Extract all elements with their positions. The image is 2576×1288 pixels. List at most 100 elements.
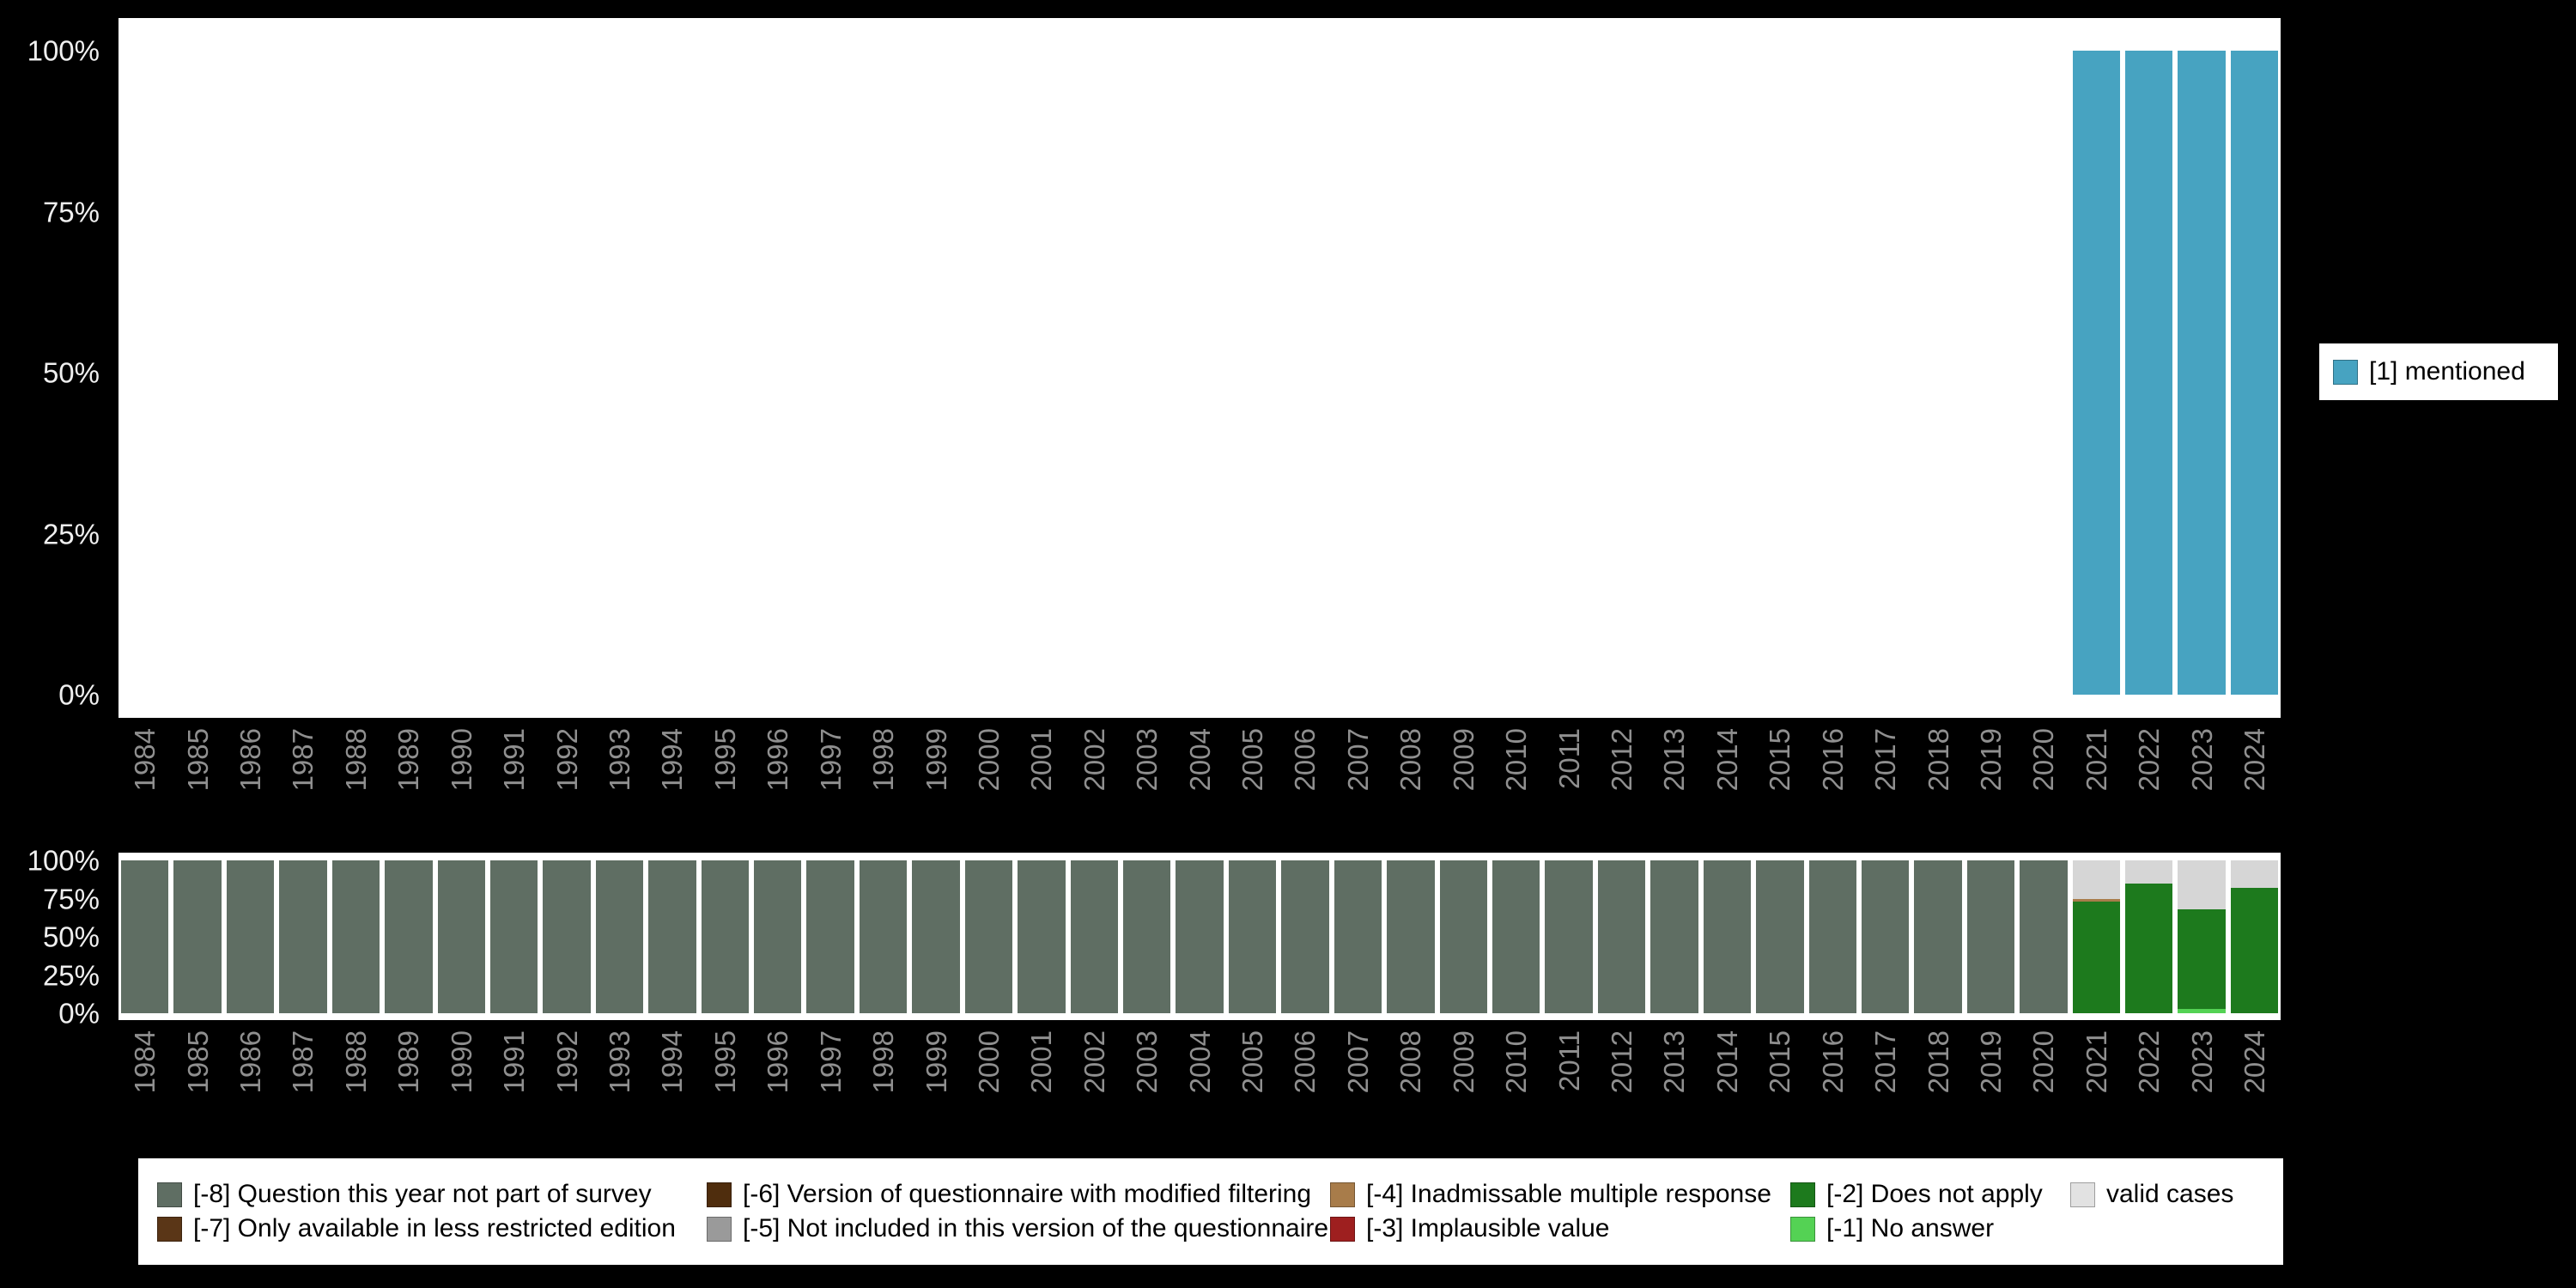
bar-slot [646, 51, 698, 695]
stacked-bar [1966, 860, 2015, 1013]
stacked-bar-slot [1173, 860, 1225, 1013]
x-axis-year-label: 2005 [1236, 728, 1269, 792]
x-axis-year-label: 2017 [1869, 728, 1902, 792]
bar-slot [1648, 51, 1700, 695]
x-axis-year-label: 2003 [1131, 728, 1163, 792]
x-axis-year-label: 1996 [762, 1030, 794, 1094]
x-axis-year-label: 2014 [1710, 728, 1743, 792]
y-axis-tick-label: 25% [42, 959, 100, 991]
mentioned-legend-label: [1] mentioned [2369, 357, 2525, 386]
bar-slot [1332, 51, 1384, 695]
stack-segment [1387, 860, 1435, 1013]
legend-item: [-1] No answer [1790, 1214, 2070, 1243]
x-axis-year-label: 1992 [550, 1030, 583, 1094]
stacked-bar [121, 860, 169, 1013]
stack-segment [2072, 902, 2121, 1013]
stacked-bar-slot [1753, 860, 1806, 1013]
bar-slot [1859, 51, 1911, 695]
stacked-bar [912, 860, 960, 1013]
stacked-bar [226, 860, 275, 1013]
x-axis-year-label: 2023 [2185, 1030, 2218, 1094]
x-axis-year-label: 2006 [1289, 1030, 1321, 1094]
stacked-bar-slot [2017, 860, 2069, 1013]
stacked-bar-slot [1121, 860, 1173, 1013]
stacked-bar [1808, 860, 1856, 1013]
stack-segment [226, 860, 275, 1013]
stacked-bar-slot [1807, 860, 1859, 1013]
bar-slot [751, 51, 804, 695]
stacked-bar-slot [330, 860, 382, 1013]
top-chart-bars [118, 51, 2281, 695]
x-axis-year-label: 1986 [234, 728, 267, 792]
x-axis-year-label: 2002 [1078, 728, 1110, 792]
x-axis-year-label: 2008 [1394, 1030, 1427, 1094]
legend-label: valid cases [2106, 1180, 2234, 1208]
stacked-bar-slot [1542, 860, 1595, 1013]
x-axis-year-label: 1995 [708, 1030, 741, 1094]
stacked-bar-slot [171, 860, 223, 1013]
legend-item: [-7] Only available in less restricted e… [157, 1214, 707, 1243]
x-axis-year-label: 1993 [604, 728, 635, 792]
stacked-bar-slot [857, 860, 909, 1013]
stack-segment [2072, 860, 2121, 899]
stacked-bar [1281, 860, 1329, 1013]
bar-slot [2123, 51, 2175, 695]
stack-segment [1808, 860, 1856, 1013]
stacked-bar [437, 860, 485, 1013]
x-axis-year-label: 2024 [2239, 1030, 2271, 1094]
stacked-bar [543, 860, 591, 1013]
x-axis-year-label: 2000 [972, 1030, 1005, 1094]
x-axis-year-label: 1994 [656, 728, 689, 792]
x-axis-year-label: 2013 [1658, 1030, 1691, 1094]
y-axis-tick-label: 100% [27, 34, 100, 67]
x-axis-year-label: 1988 [339, 1030, 372, 1094]
stack-segment [1914, 860, 1962, 1013]
stack-segment [859, 860, 908, 1013]
stacked-bar-slot [1226, 860, 1279, 1013]
bar-slot [1121, 51, 1173, 695]
legend-swatch [707, 1182, 732, 1207]
x-axis-year-label: 2024 [2239, 728, 2271, 792]
legend-swatch [1330, 1216, 1355, 1242]
x-axis-year-label: 2004 [1183, 728, 1216, 792]
bar-slot [1595, 51, 1648, 695]
x-axis-year-label: 2013 [1658, 728, 1691, 792]
x-axis-year-label: 1990 [445, 728, 477, 792]
y-axis-tick-label: 50% [42, 920, 100, 953]
stacked-bar [1703, 860, 1752, 1013]
stack-segment [2072, 898, 2121, 902]
x-axis-year-label: 1988 [339, 728, 372, 792]
x-axis-year-label: 2020 [2027, 728, 2060, 792]
legend-label: [-2] Does not apply [1826, 1180, 2043, 1208]
x-axis-year-label: 2018 [1922, 728, 1954, 792]
stack-segment [173, 860, 222, 1013]
bar-slot [1384, 51, 1437, 695]
stacked-bar-slot [1332, 860, 1384, 1013]
stack-segment [2178, 1008, 2226, 1013]
bottom-chart-x-axis: 1984 1985 1986 1987 1988 1989 1990 1991 1992 1993… [118, 1030, 2281, 1144]
legend-label: [-5] Not included in this version of the… [743, 1214, 1329, 1242]
stacked-bar [1228, 860, 1277, 1013]
stack-segment [1334, 860, 1382, 1013]
stacked-bar-slot [646, 860, 698, 1013]
stack-segment [1861, 860, 1910, 1013]
bar-slot [171, 51, 223, 695]
stacked-bar-slot [435, 860, 488, 1013]
stacked-bar [1756, 860, 1804, 1013]
x-axis-year-label: 2007 [1341, 728, 1374, 792]
stacked-bar-slot [1648, 860, 1700, 1013]
x-axis-year-label: 1989 [392, 728, 425, 792]
bar-slot [2228, 51, 2281, 695]
x-axis-year-label: 2016 [1816, 728, 1849, 792]
stacked-bar [1439, 860, 1487, 1013]
bar-slot [224, 51, 276, 695]
y-axis-tick-label: 100% [27, 844, 100, 877]
stacked-bar-slot [751, 860, 804, 1013]
x-axis-year-label: 1987 [287, 1030, 319, 1094]
x-axis-year-label: 1997 [814, 728, 847, 792]
bar-slot [2070, 51, 2123, 695]
stacked-bar [2072, 860, 2121, 1013]
stack-segment [1176, 860, 1224, 1013]
stacked-bar [1018, 860, 1066, 1013]
bar-slot [540, 51, 592, 695]
